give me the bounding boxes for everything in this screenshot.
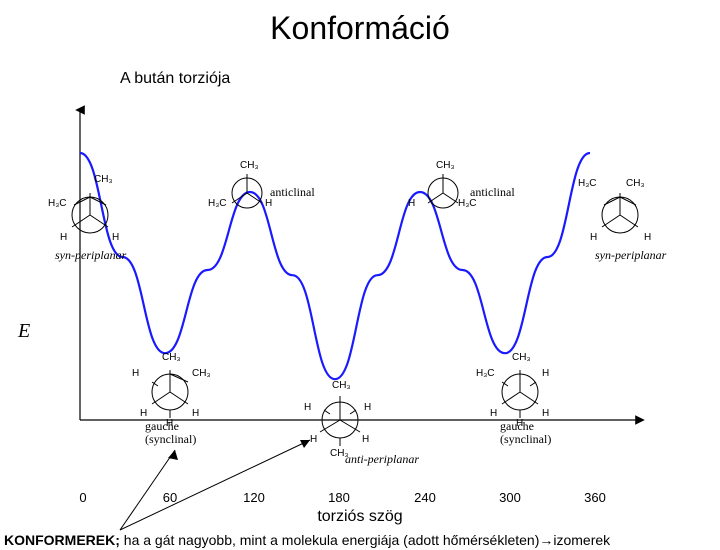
footer-rest: ha a gát nagyobb, mint a molekula energi… <box>120 532 610 548</box>
footer-text: KONFORMEREK; ha a gát nagyobb, mint a mo… <box>0 532 720 548</box>
pointer-arrows <box>0 10 720 550</box>
footer-bold: KONFORMEREK; <box>4 532 120 548</box>
